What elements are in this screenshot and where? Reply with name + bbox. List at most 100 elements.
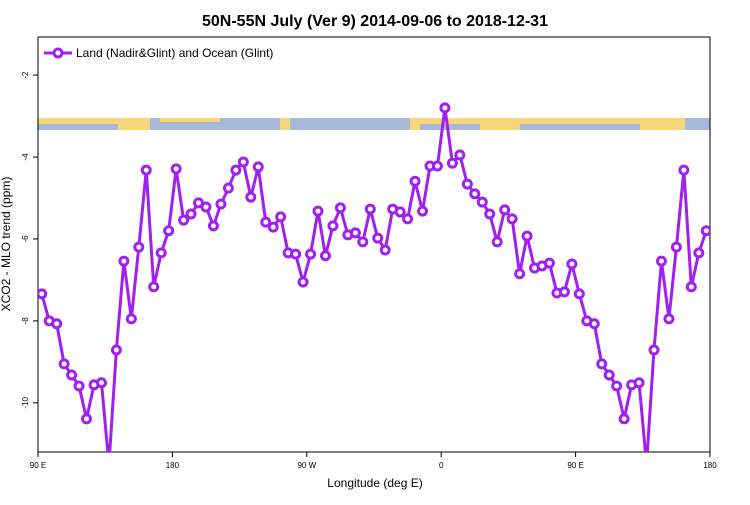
data-point: [349, 227, 361, 239]
data-point: [596, 358, 608, 370]
y-tick-label: -6: [21, 235, 30, 243]
data-point: [215, 198, 227, 210]
legend: Land (Nadir&Glint) and Ocean (Glint): [44, 46, 273, 60]
x-tick-label: 0: [439, 461, 444, 470]
data-point: [379, 244, 391, 256]
data-point: [364, 203, 376, 215]
land-ocean-band: [38, 118, 710, 130]
data-point: [245, 191, 257, 203]
data-point: [357, 236, 369, 248]
data-point: [506, 213, 518, 225]
plot-frame: [37, 36, 711, 453]
data-point: [125, 313, 137, 325]
data-point: [402, 213, 414, 225]
data-point: [200, 201, 212, 213]
data-point: [297, 276, 309, 288]
y-axis-label: XCO2 - MLO trend (ppm): [0, 177, 13, 312]
data-point: [170, 163, 182, 175]
data-point: [372, 232, 384, 244]
y-tick-label: -10: [21, 397, 30, 409]
data-point: [573, 288, 585, 300]
y-tick-label: -2: [21, 71, 30, 79]
data-point: [73, 380, 85, 392]
x-tick-label: 90 E: [567, 461, 583, 470]
plot-area: [38, 102, 710, 468]
data-point: [230, 164, 242, 176]
data-point: [95, 377, 107, 389]
data-point: [155, 247, 167, 259]
data-point: [700, 225, 710, 237]
data-point: [185, 208, 197, 220]
data-point: [484, 208, 496, 220]
data-point: [476, 196, 488, 208]
data-point: [252, 161, 264, 173]
x-tick-label: 180: [166, 461, 180, 470]
data-point: [319, 250, 331, 262]
data-point: [148, 281, 160, 293]
x-tick-label: 90 W: [297, 461, 316, 470]
data-point: [133, 241, 145, 253]
data-point: [305, 248, 317, 260]
data-point: [260, 216, 272, 228]
data-point: [178, 214, 190, 226]
data-point: [685, 281, 697, 293]
data-point: [110, 344, 122, 356]
data-point: [409, 175, 421, 187]
x-tick-label: 180: [703, 461, 717, 470]
data-point: [38, 288, 48, 300]
data-point: [603, 369, 615, 381]
data-point: [66, 369, 78, 381]
data-point: [491, 236, 503, 248]
data-point: [663, 313, 675, 325]
data-point: [207, 220, 219, 232]
data-point: [469, 188, 481, 200]
data-point: [446, 157, 458, 169]
data-point: [51, 318, 63, 330]
data-point: [312, 205, 324, 217]
data-point: [543, 257, 555, 269]
data-point: [163, 225, 175, 237]
data-point: [334, 202, 346, 214]
legend-label: Land (Nadir&Glint) and Ocean (Glint): [76, 46, 273, 60]
data-point: [558, 286, 570, 298]
data-point: [566, 258, 578, 270]
data-point: [521, 230, 533, 242]
data-point: [670, 241, 682, 253]
data-point: [290, 248, 302, 260]
legend-marker: [52, 47, 64, 59]
y-tick-label: -4: [21, 153, 30, 161]
data-point: [588, 318, 600, 330]
series-line: [40, 107, 708, 452]
data-point: [118, 255, 130, 267]
data-point: [499, 204, 511, 216]
data-point: [417, 205, 429, 217]
data-point: [678, 164, 690, 176]
data-point: [633, 377, 645, 389]
y-tick-label: -8: [21, 317, 30, 325]
data-point: [461, 178, 473, 190]
data-point: [105, 460, 113, 468]
data-point: [618, 413, 630, 425]
x-axis-label: Longitude (deg E): [327, 476, 422, 490]
data-point: [514, 268, 526, 280]
data-point: [648, 344, 660, 356]
data-point: [439, 102, 451, 114]
data-point: [275, 211, 287, 223]
data-point: [693, 247, 705, 259]
data-point: [237, 156, 249, 168]
data-point: [140, 164, 152, 176]
data-point: [222, 182, 234, 194]
data-point: [611, 380, 623, 392]
data-point: [58, 358, 70, 370]
data-point: [81, 413, 93, 425]
data-point: [643, 460, 651, 468]
x-tick-label: 90 E: [30, 461, 46, 470]
data-point: [267, 221, 279, 233]
data-point: [394, 206, 406, 218]
chart-title: 50N-55N July (Ver 9) 2014-09-06 to 2018-…: [202, 13, 548, 30]
data-point: [327, 220, 339, 232]
data-point: [655, 255, 667, 267]
data-point: [454, 149, 466, 161]
data-point: [431, 160, 443, 172]
